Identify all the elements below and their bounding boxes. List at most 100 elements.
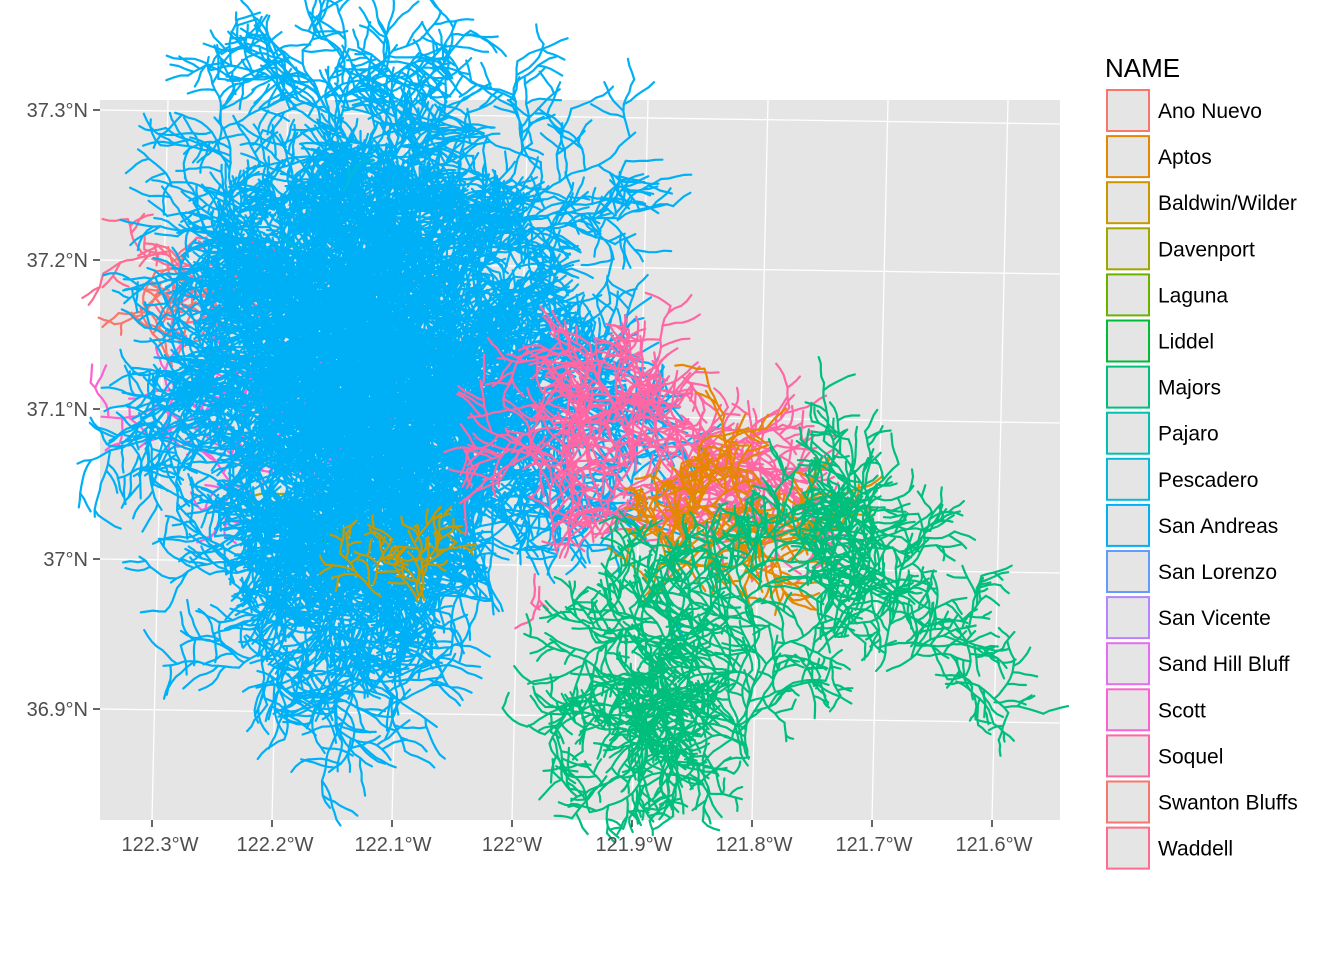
stream-segment: [123, 273, 167, 305]
stream-segment: [455, 629, 464, 663]
stream-segment: [107, 436, 150, 448]
stream-segment: [304, 650, 308, 674]
stream-segment: [386, 642, 464, 694]
stream-segment: [421, 585, 433, 618]
stream-segment: [112, 274, 130, 288]
stream-segment: [387, 54, 447, 61]
stream-segment: [334, 700, 373, 768]
stream-segment: [357, 671, 378, 693]
stream-segment: [375, 594, 384, 669]
stream-segment: [349, 657, 384, 664]
stream-segment: [328, 680, 365, 730]
stream-segment: [143, 302, 168, 307]
stream-segment: [572, 473, 606, 483]
stream-segment: [198, 449, 252, 494]
stream-segment: [154, 267, 176, 273]
stream-segment: [535, 23, 545, 46]
stream-segment: [120, 444, 125, 474]
stream-segment: [388, 643, 407, 649]
stream-segment: [126, 405, 150, 418]
stream-segment: [138, 250, 152, 268]
stream-segment: [81, 285, 101, 299]
stream-segment: [433, 18, 475, 26]
stream-segment: [120, 482, 142, 509]
stream-segment: [120, 308, 146, 329]
stream-segment: [121, 559, 147, 564]
stream-segment: [200, 487, 225, 502]
stream-segment: [398, 652, 457, 702]
stream-segment: [538, 70, 555, 95]
stream-segment: [428, 610, 441, 624]
stream-segment: [105, 469, 119, 494]
stream-segment: [149, 337, 165, 359]
stream-segment: [88, 421, 117, 439]
stream-segment: [158, 280, 188, 325]
stream-segment: [164, 570, 189, 613]
stream-segment: [304, 632, 309, 661]
stream-segment: [79, 492, 92, 513]
stream-segment: [101, 312, 120, 328]
stream-segment: [313, 633, 332, 649]
stream-segment: [129, 442, 143, 500]
stream-segment: [143, 234, 146, 251]
stream-segment: [290, 680, 336, 695]
stream-segment: [93, 449, 112, 518]
stream-segment: [119, 348, 141, 377]
stream-segment: [366, 688, 392, 701]
stream-segment: [437, 656, 482, 668]
stream-segment: [144, 288, 162, 292]
stream-segment: [540, 547, 556, 584]
stream-segment: [296, 625, 331, 665]
stream-segment: [442, 613, 469, 628]
stream-segment: [424, 717, 446, 760]
stream-segment: [103, 394, 143, 413]
stream-segment: [185, 345, 211, 369]
stream-segment: [77, 459, 93, 509]
stream-segment: [379, 676, 438, 728]
stream-segment: [321, 650, 332, 669]
stream-segment: [166, 322, 178, 339]
stream-segment: [87, 272, 105, 306]
stream-segment: [171, 246, 183, 265]
stream-segment: [475, 532, 489, 544]
stream-networks: [76, 0, 1070, 843]
stream-segment: [348, 734, 381, 750]
stream-segment: [124, 565, 152, 572]
stream-segment: [154, 346, 167, 372]
stream-segment: [134, 301, 166, 329]
stream-segment: [422, 648, 438, 666]
stream-segment: [390, 696, 407, 753]
stream-segment: [352, 28, 360, 49]
stream-segment: [150, 447, 176, 454]
stream-segment: [362, 675, 444, 683]
stream-segment: [169, 63, 195, 73]
stream-segment: [553, 537, 571, 542]
stream-segment: [266, 680, 336, 711]
stream-segment: [119, 322, 123, 336]
stream-segment: [448, 612, 456, 635]
stream-segment: [449, 578, 472, 656]
stream-segment: [139, 286, 157, 298]
stream-segment: [390, 688, 412, 718]
stream-segment: [447, 539, 460, 553]
stream-segment: [358, 756, 367, 797]
stream-segment: [209, 603, 234, 622]
stream-segment: [403, 625, 445, 638]
stream-segment: [151, 258, 184, 267]
stream-segment: [175, 238, 197, 284]
stream-segment: [89, 363, 94, 384]
stream-segment: [200, 501, 216, 529]
stream-segment: [158, 539, 195, 569]
stream-segment: [134, 371, 162, 410]
stream-segment: [376, 640, 396, 654]
stream-segment: [97, 316, 116, 326]
stream-segment: [139, 306, 173, 365]
stream-segment: [139, 609, 167, 614]
stream-segment: [256, 738, 286, 761]
stream-segment: [175, 278, 194, 363]
stream-segment: [380, 641, 415, 656]
stream-segment: [126, 218, 148, 258]
stream-segment: [143, 326, 190, 342]
stream-segment: [303, 47, 341, 54]
stream-segment: [137, 312, 154, 323]
